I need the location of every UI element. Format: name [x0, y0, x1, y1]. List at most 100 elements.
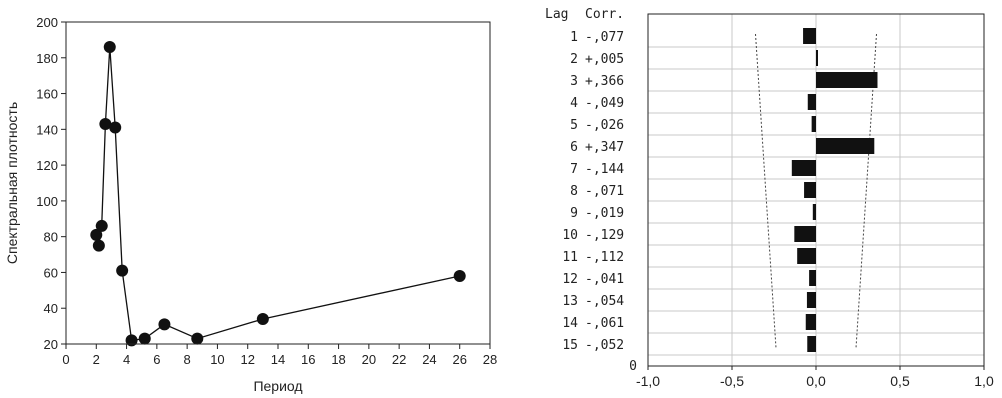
- lag-label: 3: [570, 74, 578, 89]
- x-tick-label: 24: [422, 352, 436, 367]
- correlation-bar: [811, 116, 816, 132]
- data-point: [125, 334, 138, 347]
- x-tick-label: 22: [392, 352, 406, 367]
- corr-label: -,077: [585, 30, 624, 45]
- autocorrelation-bars: [791, 28, 878, 352]
- corr-label: -,041: [585, 272, 624, 287]
- lag-label: 14: [562, 316, 578, 331]
- lag-label: 1: [570, 30, 578, 45]
- x-tick-label: 1,0: [974, 373, 994, 389]
- x-tick-label: 0,5: [890, 373, 910, 389]
- data-point: [99, 117, 112, 130]
- data-point: [109, 121, 122, 134]
- x-tick-label: 6: [153, 352, 160, 367]
- right-x-axis-ticks: -1,0 -0,5 0,0 0,5 1,0: [636, 366, 994, 389]
- x-tick-label: 28: [483, 352, 497, 367]
- data-point: [116, 264, 129, 277]
- lag-label: 7: [570, 162, 578, 177]
- lag-corr-labels: 1 -,077 2 +,005 3 +,366 4 -,049 5 -,026 6 +,347 7 -,1…: [562, 30, 624, 353]
- y-tick-label: 80: [44, 230, 58, 245]
- lag-column-header: Lag: [545, 7, 568, 22]
- autocorrelation-chart: Lag Corr. 1 -,077 2 +,005 3 +,366 4 -,049 5 -,026…: [545, 7, 994, 389]
- series-line: [95, 46, 460, 342]
- data-point: [138, 332, 151, 345]
- corr-label: -,071: [585, 184, 624, 199]
- data-point: [158, 318, 171, 331]
- x-tick-label: 8: [184, 352, 191, 367]
- data-point: [256, 312, 269, 325]
- data-point: [103, 41, 116, 54]
- zero-row-label: 0: [629, 359, 637, 374]
- corr-label: -,129: [585, 228, 624, 243]
- x-tick-label: 4: [123, 352, 130, 367]
- spectral-density-series: [90, 41, 466, 347]
- corr-label: -,054: [585, 294, 624, 309]
- lag-label: 13: [562, 294, 578, 309]
- corr-column-header: Corr.: [585, 7, 624, 22]
- correlation-bar: [805, 314, 816, 330]
- y-tick-label: 120: [36, 158, 58, 173]
- corr-label: -,049: [585, 96, 624, 111]
- data-point: [90, 228, 103, 241]
- correlation-bar: [803, 28, 816, 44]
- correlation-bar: [807, 336, 816, 352]
- left-y-axis-label: Спектральная плотность: [4, 102, 20, 264]
- y-tick-label: 200: [36, 15, 58, 30]
- correlation-bar: [816, 138, 875, 154]
- lag-label: 8: [570, 184, 578, 199]
- x-tick-label: 0: [62, 352, 69, 367]
- correlation-bar: [806, 292, 816, 308]
- x-tick-label: 26: [452, 352, 466, 367]
- x-tick-label: -0,5: [720, 373, 744, 389]
- left-x-axis-label: Период: [253, 378, 302, 394]
- corr-label: -,144: [585, 162, 624, 177]
- y-tick-label: 60: [44, 265, 58, 280]
- lag-label: 9: [570, 206, 578, 221]
- x-tick-label: 14: [271, 352, 285, 367]
- lag-label: 12: [562, 272, 578, 287]
- x-tick-label: 16: [301, 352, 315, 367]
- left-x-axis-ticks: 0 2 4 6 8 10 12 14 16 18 20 22 24 26 28: [62, 344, 497, 367]
- y-tick-label: 160: [36, 87, 58, 102]
- lag-label: 15: [562, 338, 578, 353]
- x-tick-label: 10: [210, 352, 224, 367]
- lag-label: 4: [570, 96, 578, 111]
- confidence-limit-lower: [755, 33, 777, 349]
- x-tick-label: 18: [331, 352, 345, 367]
- left-y-axis-ticks: 20 40 60 80 100 120 140 160 180 200: [36, 15, 66, 352]
- corr-label: -,019: [585, 206, 624, 221]
- corr-label: -,052: [585, 338, 624, 353]
- corr-label: -,026: [585, 118, 624, 133]
- correlation-bar: [791, 160, 816, 176]
- corr-label: +,347: [585, 140, 624, 155]
- data-point: [92, 239, 105, 252]
- x-tick-label: 20: [362, 352, 376, 367]
- correlation-bar: [816, 50, 818, 66]
- corr-label: -,112: [585, 250, 624, 265]
- y-tick-label: 100: [36, 194, 58, 209]
- x-tick-label: -1,0: [636, 373, 660, 389]
- correlation-bar: [797, 248, 816, 264]
- x-tick-label: 12: [240, 352, 254, 367]
- corr-label: +,366: [585, 74, 624, 89]
- correlation-bar: [794, 226, 816, 242]
- correlation-bar: [812, 204, 816, 220]
- y-tick-label: 20: [44, 337, 58, 352]
- lag-label: 5: [570, 118, 578, 133]
- y-tick-label: 140: [36, 122, 58, 137]
- correlation-bar: [809, 270, 816, 286]
- corr-label: -,061: [585, 316, 624, 331]
- data-point: [191, 332, 204, 345]
- data-point: [453, 270, 466, 283]
- data-point: [95, 219, 108, 232]
- correlation-bar: [816, 72, 878, 88]
- lag-label: 10: [562, 228, 578, 243]
- lag-label: 6: [570, 140, 578, 155]
- correlation-bar: [807, 94, 816, 110]
- lag-label: 11: [562, 250, 578, 265]
- x-tick-label: 2: [93, 352, 100, 367]
- correlation-bar: [804, 182, 816, 198]
- x-tick-label: 0,0: [806, 373, 826, 389]
- spectral-density-chart: 0 2 4 6 8 10 12 14 16 18 20 22 24 26 28 20406080100120…: [4, 15, 497, 394]
